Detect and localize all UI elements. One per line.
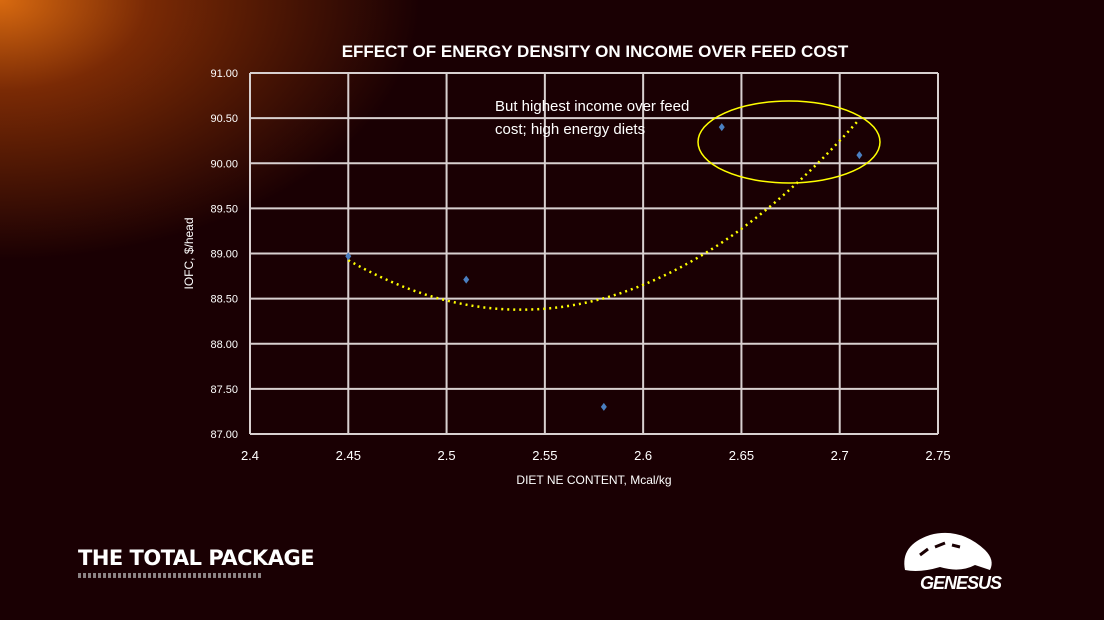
y-tick-label: 88.00 <box>210 339 238 351</box>
y-tick-label: 87.00 <box>210 429 238 441</box>
chart-title: EFFECT OF ENERGY DENSITY ON INCOME OVER … <box>341 42 849 61</box>
trendline <box>347 118 861 311</box>
data-point <box>463 275 470 284</box>
y-tick-label: 89.50 <box>210 203 238 215</box>
x-tick-label: 2.45 <box>336 448 361 463</box>
data-point <box>600 402 607 411</box>
annotation-text: But highest income over feed cost; high … <box>495 98 690 138</box>
data-point <box>718 123 725 132</box>
x-tick-label: 2.55 <box>532 448 557 463</box>
highlight-ellipse <box>697 100 881 184</box>
brand-tagline <box>78 573 263 578</box>
data-point <box>345 252 352 261</box>
x-tick-label: 2.75 <box>925 448 950 463</box>
data-point <box>856 151 863 160</box>
x-tick-label: 2.6 <box>634 448 652 463</box>
x-tick-label: 2.7 <box>831 448 849 463</box>
brand-title: THE TOTAL PACKAGE <box>78 546 315 570</box>
y-tick-label: 90.50 <box>210 113 238 125</box>
genesus-pig-logo-icon <box>904 532 992 571</box>
y-axis-label: IOFC, $/head <box>182 217 196 289</box>
y-tick-label: 91.00 <box>210 68 238 80</box>
x-tick-label: 2.5 <box>438 448 456 463</box>
x-tick-label: 2.65 <box>729 448 754 463</box>
x-tick-label: 2.4 <box>241 448 259 463</box>
x-axis-label: DIET NE CONTENT, Mcal/kg <box>516 473 671 487</box>
y-tick-label: 88.50 <box>210 294 238 306</box>
y-tick-label: 90.00 <box>210 158 238 170</box>
y-tick-label: 87.50 <box>210 384 238 396</box>
y-tick-label: 89.00 <box>210 249 238 261</box>
genesus-logo-text: GENESUS <box>920 573 1002 593</box>
